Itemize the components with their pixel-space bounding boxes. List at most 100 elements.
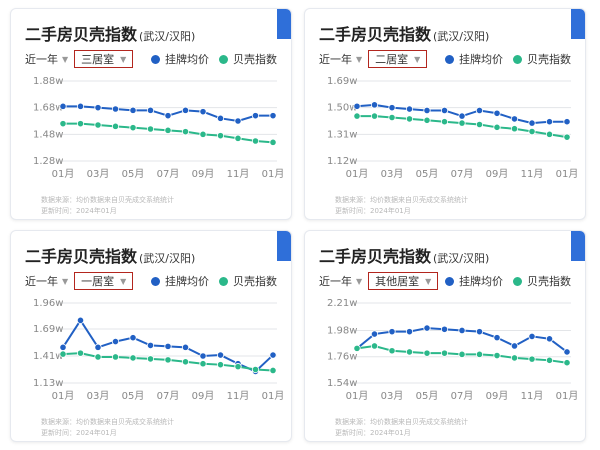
data-point[interactable] (76, 316, 85, 324)
data-point[interactable] (146, 355, 155, 363)
data-point[interactable] (111, 105, 120, 113)
data-point[interactable] (458, 326, 466, 335)
data-point[interactable] (216, 361, 225, 369)
data-point[interactable] (528, 119, 536, 127)
caret-down-icon[interactable]: ▼ (356, 276, 363, 286)
data-point[interactable] (181, 343, 190, 351)
data-point[interactable] (199, 352, 207, 360)
data-point[interactable] (269, 351, 277, 359)
period-select[interactable]: 近一年 (319, 275, 352, 288)
data-point[interactable] (216, 114, 225, 122)
data-point[interactable] (94, 353, 102, 361)
data-point[interactable] (563, 118, 571, 126)
data-point[interactable] (405, 328, 414, 336)
data-point[interactable] (475, 120, 484, 129)
data-point[interactable] (545, 130, 554, 138)
data-point[interactable] (59, 350, 67, 358)
room-type-select[interactable]: 二居室 ▼ (368, 50, 428, 68)
data-point[interactable] (111, 353, 120, 361)
data-point[interactable] (269, 112, 277, 120)
data-point[interactable] (388, 347, 396, 355)
legend-item-listing[interactable]: 挂牌均价 (151, 273, 209, 289)
data-point[interactable] (146, 125, 155, 133)
data-point[interactable] (528, 355, 536, 363)
room-type-select[interactable]: 一居室 ▼ (74, 272, 134, 290)
data-point[interactable] (181, 106, 190, 114)
data-point[interactable] (251, 365, 260, 374)
data-point[interactable] (370, 342, 379, 350)
data-point[interactable] (423, 324, 431, 332)
data-point[interactable] (199, 360, 207, 368)
data-point[interactable] (423, 116, 431, 124)
data-point[interactable] (545, 335, 554, 343)
data-point[interactable] (269, 366, 277, 375)
data-point[interactable] (510, 115, 519, 123)
data-point[interactable] (493, 123, 501, 131)
data-point[interactable] (563, 359, 571, 367)
data-point[interactable] (370, 101, 379, 109)
data-point[interactable] (129, 124, 137, 132)
data-point[interactable] (405, 348, 414, 356)
period-select[interactable]: 近一年 (25, 53, 58, 66)
data-point[interactable] (164, 126, 172, 134)
data-point[interactable] (563, 348, 571, 356)
data-point[interactable] (545, 356, 554, 364)
data-point[interactable] (493, 334, 501, 342)
data-point[interactable] (216, 351, 225, 359)
data-point[interactable] (458, 119, 466, 127)
data-point[interactable] (94, 104, 102, 112)
data-point[interactable] (388, 328, 396, 336)
data-point[interactable] (59, 120, 67, 128)
legend-item-listing[interactable]: 挂牌均价 (151, 51, 209, 67)
data-point[interactable] (129, 106, 137, 114)
data-point[interactable] (458, 112, 466, 120)
data-point[interactable] (129, 334, 137, 342)
period-select[interactable]: 近一年 (25, 275, 58, 288)
data-point[interactable] (545, 118, 554, 126)
legend-item-listing[interactable]: 挂牌均价 (445, 51, 503, 67)
data-point[interactable] (510, 125, 519, 133)
legend-item-beike[interactable]: 贝壳指数 (219, 273, 277, 289)
data-point[interactable] (353, 102, 361, 110)
data-point[interactable] (164, 342, 172, 350)
data-point[interactable] (251, 137, 260, 145)
data-point[interactable] (59, 343, 67, 351)
data-point[interactable] (199, 108, 207, 116)
data-point[interactable] (146, 341, 155, 350)
caret-down-icon[interactable]: ▼ (62, 54, 69, 64)
legend-item-listing[interactable]: 挂牌均价 (445, 273, 503, 289)
data-point[interactable] (510, 342, 519, 350)
data-point[interactable] (475, 106, 484, 115)
data-point[interactable] (111, 122, 120, 130)
data-point[interactable] (563, 133, 571, 141)
data-point[interactable] (423, 106, 431, 115)
data-point[interactable] (216, 132, 225, 140)
room-type-select[interactable]: 其他居室 ▼ (368, 272, 439, 290)
period-select[interactable]: 近一年 (319, 53, 352, 66)
data-point[interactable] (528, 127, 536, 136)
data-point[interactable] (181, 358, 190, 366)
data-point[interactable] (234, 117, 242, 125)
data-point[interactable] (251, 112, 260, 120)
data-point[interactable] (493, 351, 501, 360)
data-point[interactable] (405, 115, 414, 123)
data-point[interactable] (129, 354, 137, 362)
data-point[interactable] (164, 356, 172, 364)
data-point[interactable] (76, 349, 85, 357)
data-point[interactable] (164, 112, 172, 120)
data-point[interactable] (475, 328, 484, 336)
legend-item-beike[interactable]: 贝壳指数 (513, 51, 571, 67)
data-point[interactable] (405, 105, 414, 113)
data-point[interactable] (234, 134, 242, 142)
data-point[interactable] (146, 106, 155, 114)
data-point[interactable] (440, 106, 449, 115)
data-point[interactable] (181, 128, 190, 136)
data-point[interactable] (269, 138, 277, 146)
data-point[interactable] (475, 350, 484, 358)
data-point[interactable] (199, 130, 207, 138)
data-point[interactable] (59, 102, 67, 110)
data-point[interactable] (528, 332, 536, 341)
data-point[interactable] (510, 354, 519, 362)
data-point[interactable] (458, 350, 466, 358)
data-point[interactable] (76, 102, 85, 110)
